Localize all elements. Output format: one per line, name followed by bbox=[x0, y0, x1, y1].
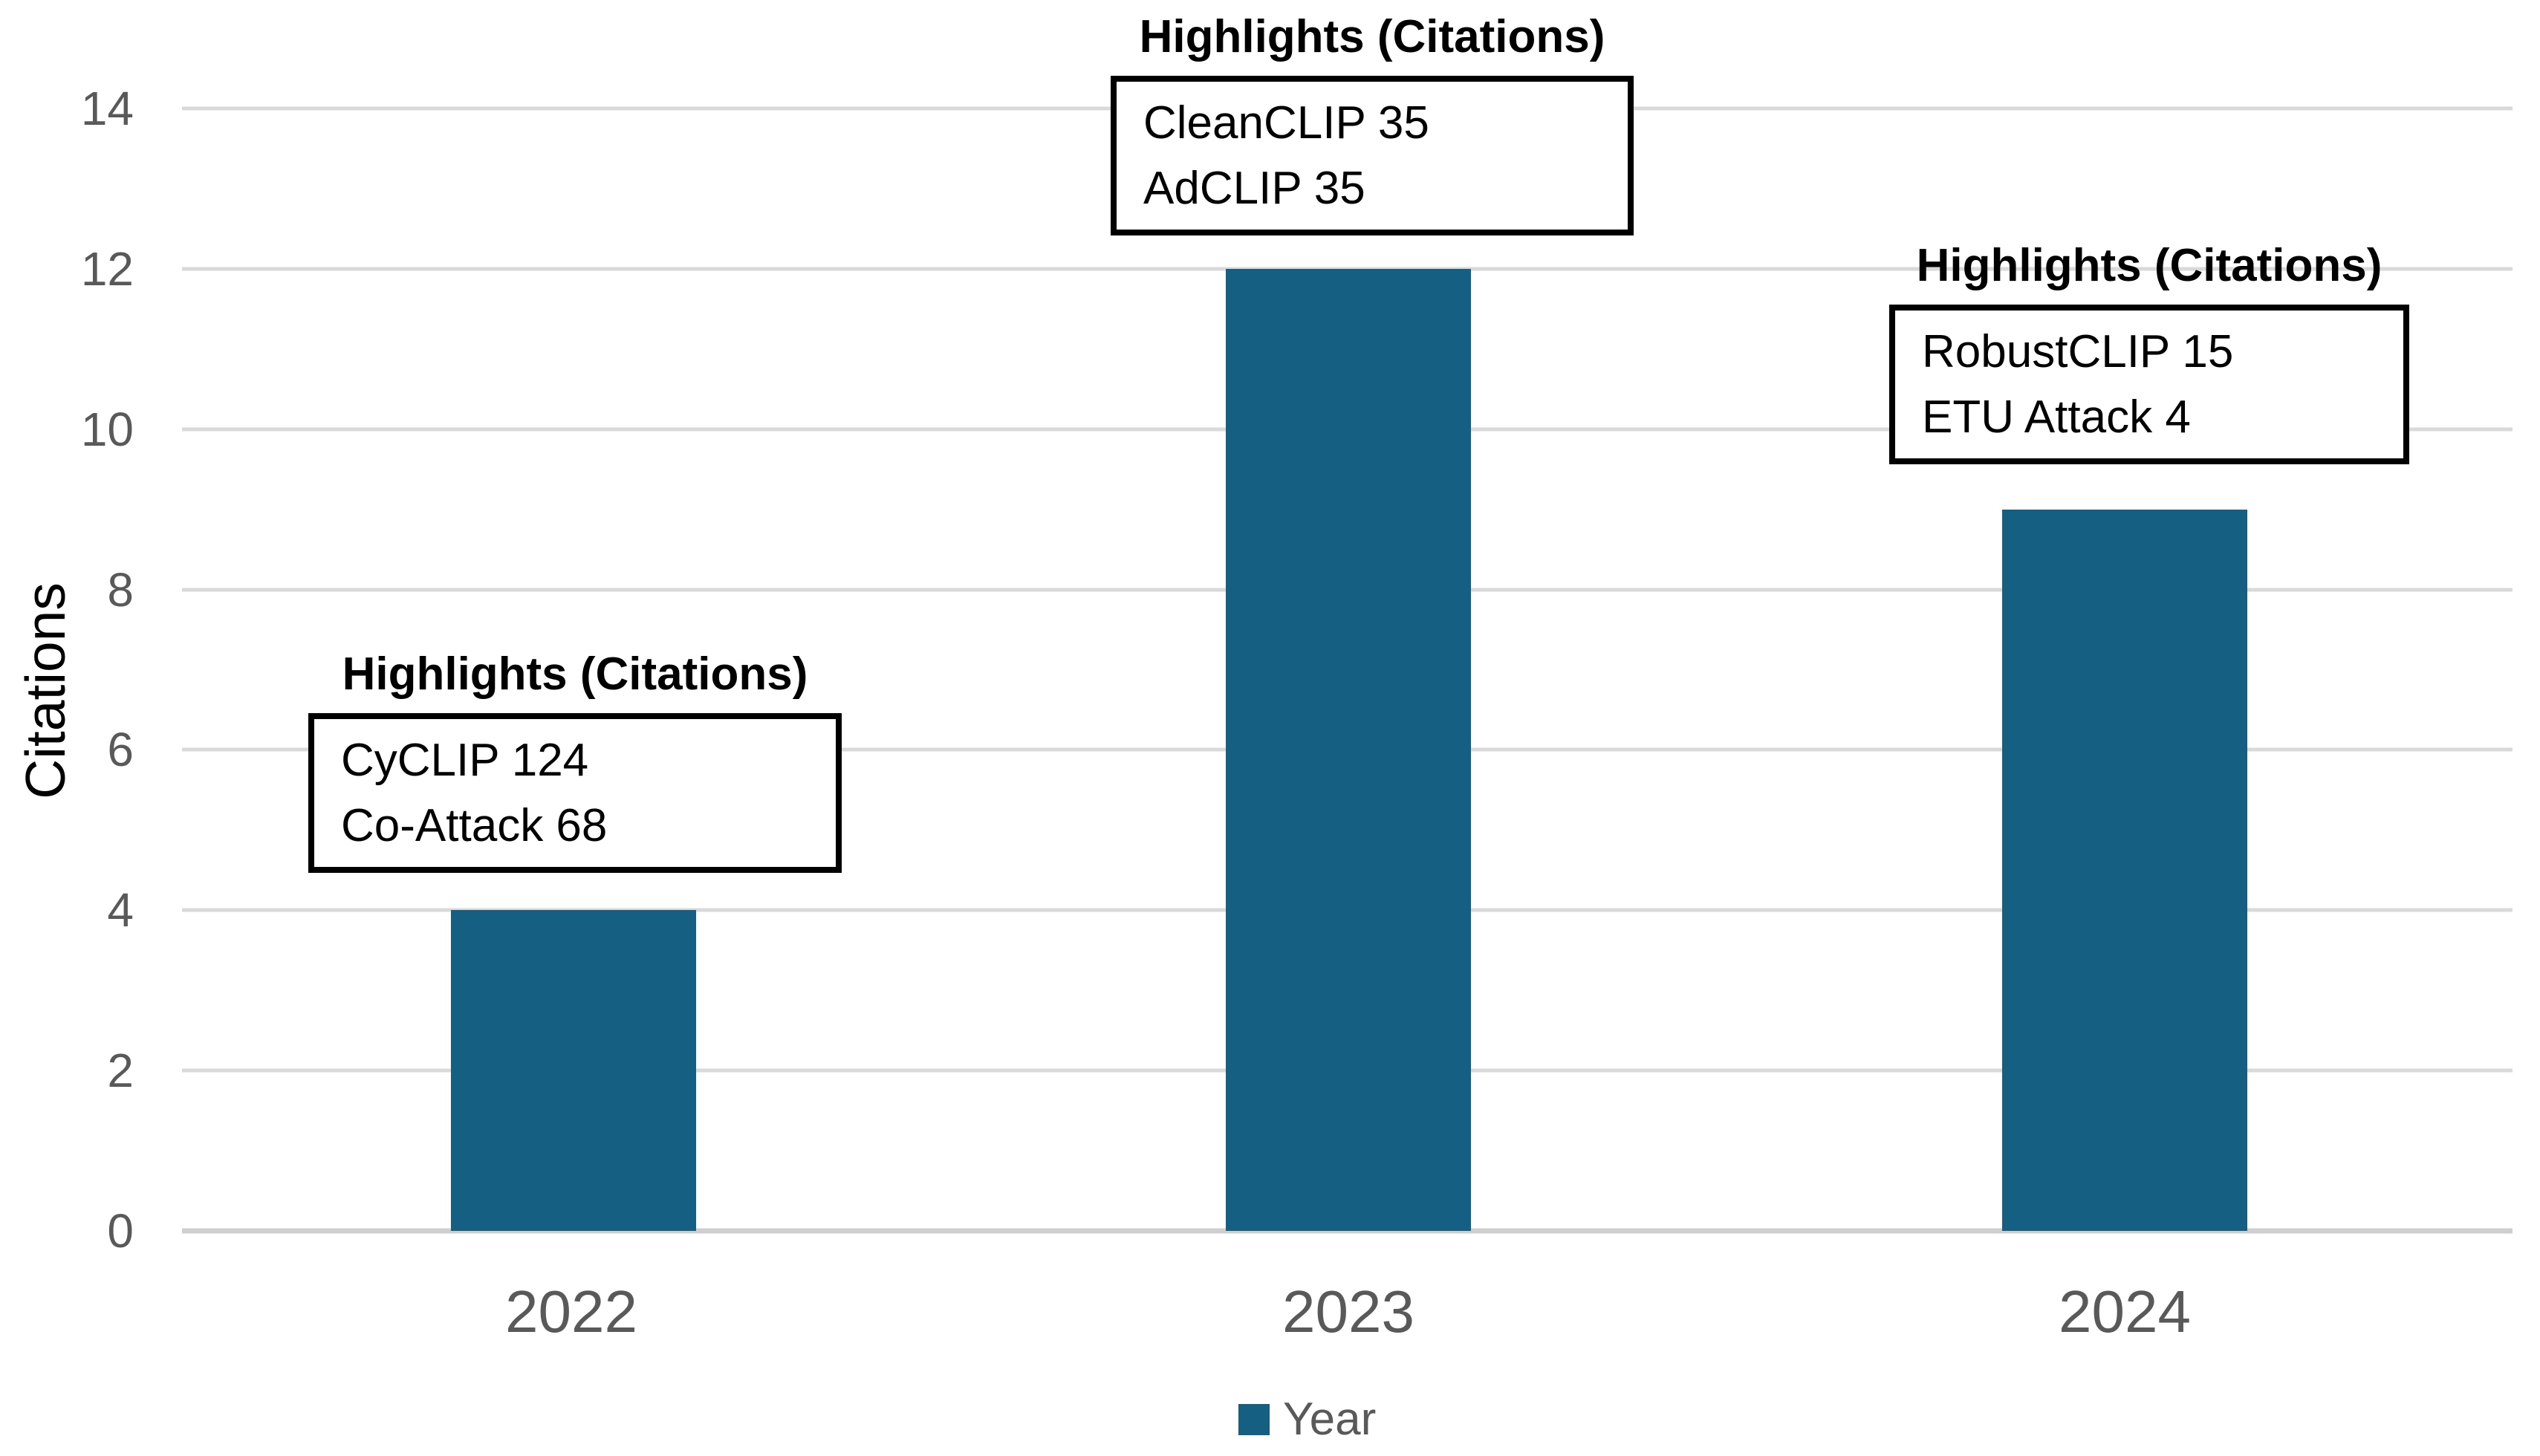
plot-area bbox=[182, 106, 2513, 1234]
annotation-line: RobustCLIP 15 bbox=[1922, 326, 2234, 377]
annotation-title: Highlights (Citations) bbox=[1139, 11, 1605, 62]
y-tick-label-12: 12 bbox=[80, 241, 134, 296]
y-tick-label-4: 4 bbox=[107, 883, 134, 937]
y-tick-label-0: 0 bbox=[107, 1204, 134, 1258]
x-axis: 2022 2023 2024 bbox=[182, 1278, 2513, 1352]
bar-2024 bbox=[2002, 509, 2247, 1231]
annotation-line: Co-Attack 68 bbox=[341, 800, 608, 851]
annotation-box: RobustCLIP 15 ETU Attack 4 bbox=[1889, 305, 2409, 464]
x-tick-label-2024: 2024 bbox=[2059, 1278, 2191, 1345]
annotation-2022: Highlights (Citations) CyCLIP 124 Co-Att… bbox=[308, 648, 842, 873]
annotation-line: AdCLIP 35 bbox=[1143, 163, 1365, 214]
y-tick-label-10: 10 bbox=[80, 402, 134, 456]
bar-2022 bbox=[451, 910, 696, 1231]
legend: Year bbox=[1238, 1397, 1376, 1443]
annotation-line: ETU Attack 4 bbox=[1922, 391, 2191, 443]
y-tick-label-8: 8 bbox=[107, 562, 134, 617]
y-tick-label-14: 14 bbox=[80, 82, 134, 135]
x-tick-label-2023: 2023 bbox=[1282, 1278, 1414, 1345]
annotation-2023: Highlights (Citations) CleanCLIP 35 AdCL… bbox=[1111, 10, 1634, 235]
annotation-2024: Highlights (Citations) RobustCLIP 15 ETU… bbox=[1889, 239, 2409, 464]
y-tick-label-6: 6 bbox=[107, 723, 134, 777]
annotation-line: CleanCLIP 35 bbox=[1143, 97, 1429, 149]
annotation-title: Highlights (Citations) bbox=[342, 649, 808, 700]
x-tick-label-2022: 2022 bbox=[505, 1278, 637, 1345]
annotation-box: CleanCLIP 35 AdCLIP 35 bbox=[1111, 76, 1634, 235]
y-tick-label-2: 2 bbox=[107, 1044, 134, 1098]
y-axis: 0 2 4 6 8 10 12 14 bbox=[45, 85, 134, 1255]
annotation-title: Highlights (Citations) bbox=[1916, 240, 2383, 291]
annotation-box: CyCLIP 124 Co-Attack 68 bbox=[308, 713, 842, 873]
legend-swatch bbox=[1238, 1404, 1270, 1435]
x-axis-line bbox=[182, 1228, 2513, 1234]
annotation-line: CyCLIP 124 bbox=[341, 735, 589, 786]
legend-label: Year bbox=[1283, 1394, 1377, 1445]
bar-2023 bbox=[1226, 268, 1471, 1231]
